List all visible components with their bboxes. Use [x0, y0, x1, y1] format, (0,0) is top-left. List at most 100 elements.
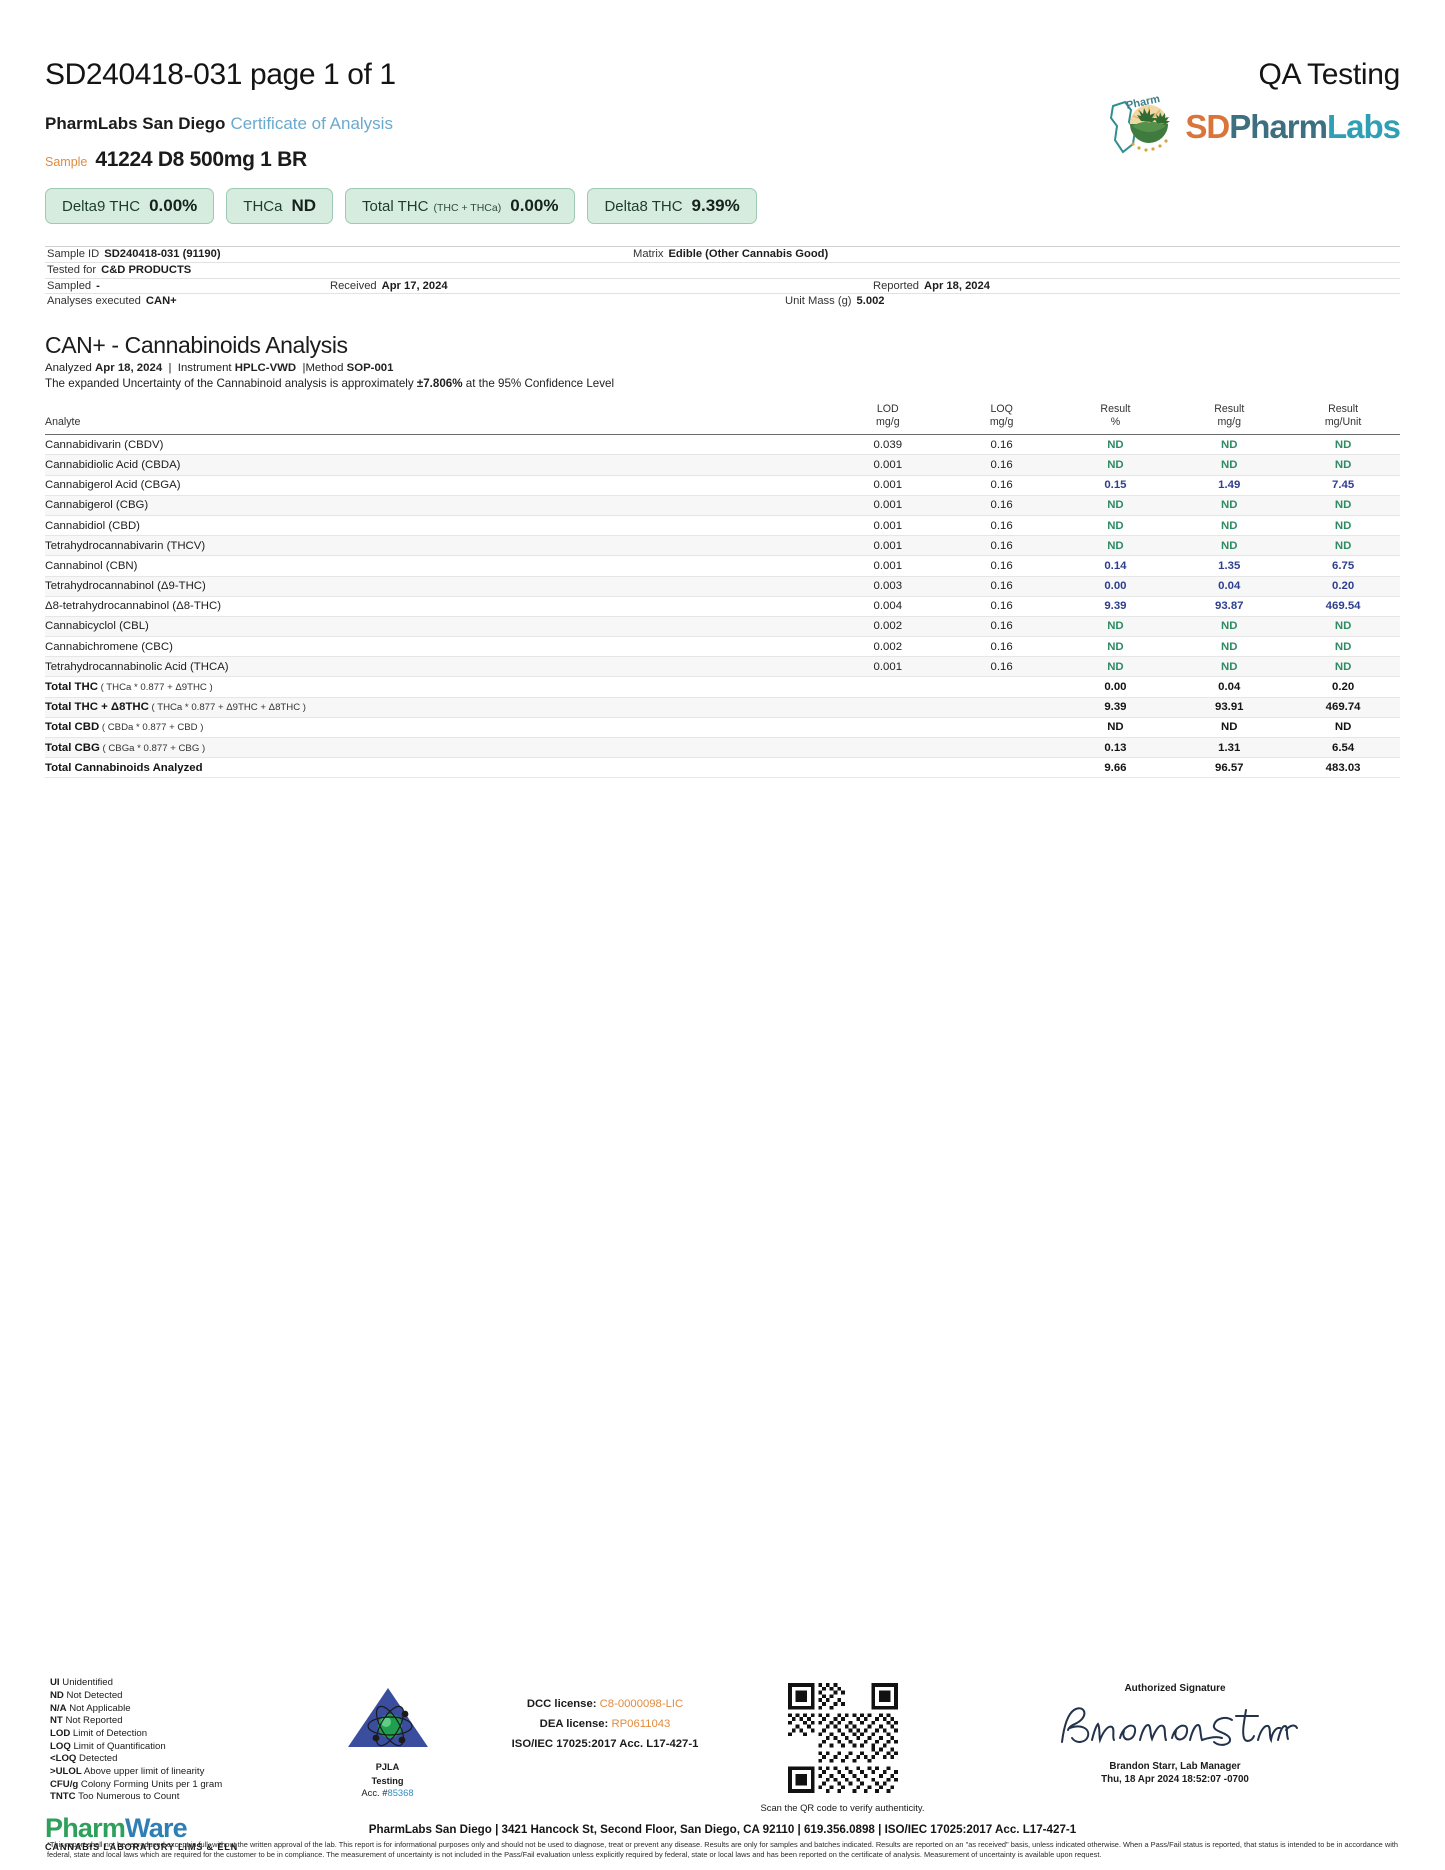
meta-row-analyses: Analyses executed CAN+ Unit Mass (g) 5.002 — [45, 294, 1400, 310]
cell-result-mgunit: 6.75 — [1286, 555, 1400, 577]
col-result-mgunit: Result mg/Unit — [1286, 400, 1400, 436]
lab-name: PharmLabs San Diego — [45, 114, 226, 133]
cell-total-label: Total CBG ( CBGa * 0.877 + CBG ) — [45, 737, 831, 759]
cell-total-loq — [944, 717, 1059, 739]
cell-total-percent: 9.66 — [1058, 757, 1173, 779]
table-total-row: Total CBG ( CBGa * 0.877 + CBG ) 0.13 1.31… — [45, 737, 1400, 759]
cell-loq: 0.16 — [944, 434, 1059, 456]
table-total-row: Total Cannabinoids Analyzed 9.66 96.57 483.… — [45, 757, 1400, 779]
table-row: Cannabidiolic Acid (CBDA) 0.001 0.16 ND ND ND — [45, 454, 1400, 476]
meta-row-sample-id: Sample ID SD240418-031 (91190) Matrix Edib… — [45, 247, 1400, 263]
reported-label: Reported — [873, 279, 920, 292]
cell-total-label: Total THC ( THCa * 0.877 + Δ9THC ) — [45, 676, 831, 698]
cell-loq: 0.16 — [944, 495, 1059, 516]
legend-item: NT Not Reported — [50, 1715, 123, 1727]
abbreviation-legend: UI Unidentified ND Not Detected N/A Not Ap… — [45, 1677, 300, 1804]
cell-result-percent: 0.00 — [1058, 576, 1173, 597]
legend-item: <LOQ Detected — [50, 1753, 118, 1765]
legend-abbr: LOQ — [50, 1740, 71, 1752]
iso-accreditation-value: ISO/IEC 17025:2017 Acc. L17-427-1 — [511, 1738, 699, 1750]
legend-item: N/A Not Applicable — [50, 1702, 131, 1714]
tested-for-value: C&D PRODUCTS — [101, 263, 192, 276]
header-left: SD240418-031 page 1 of 1 PharmLabs San D… — [45, 58, 396, 172]
cell-total-lod — [830, 737, 945, 759]
cell-analyte: Cannabidivarin (CBDV) — [45, 434, 831, 456]
uncertainty-note: The expanded Uncertainty of the Cannabin… — [45, 377, 1400, 390]
method-value: SOP-001 — [346, 362, 394, 375]
dcc-license-label: DCC license: — [526, 1698, 597, 1711]
cell-result-mgunit: 7.45 — [1286, 475, 1400, 496]
col-loq: LOQ mg/g — [944, 400, 1059, 436]
analyzed-value: Apr 18, 2024 — [95, 362, 163, 375]
analyses-label: Analyses executed — [47, 295, 141, 308]
legend-abbr: CFU/g — [50, 1778, 79, 1790]
total-name: Total CBD — [45, 721, 100, 734]
pjla-name: PJLA — [375, 1762, 400, 1773]
dea-license-line: DEA license: RP0611043 — [475, 1715, 735, 1735]
pjla-sub: Testing — [371, 1775, 404, 1786]
cell-result-mgg: ND — [1172, 495, 1287, 516]
badge-thca: THCa ND — [226, 188, 334, 224]
cell-result-mgg: ND — [1172, 636, 1287, 658]
cannabinoids-results-table: Analyte LOD mg/g LOQ mg/g Result% Result mg… — [45, 400, 1400, 779]
cell-analyte: Cannabinol (CBN) — [45, 555, 831, 577]
col-lod-title: LOD — [876, 403, 899, 416]
sampled-value: - — [96, 279, 100, 292]
total-name: Total THC + Δ8THC — [45, 701, 149, 714]
total-name: Total THC — [45, 681, 98, 694]
analysis-subline: Analyzed Apr 18, 2024 | Instrument HPLC-… — [45, 362, 394, 375]
cell-total-lod — [830, 757, 945, 779]
legend-abbr: <LOQ — [50, 1753, 77, 1765]
sample-metadata: Sample ID SD240418-031 (91190) Matrix Edib… — [45, 246, 1400, 310]
legend-item: TNTC Too Numerous to Count — [50, 1791, 180, 1803]
iso-accreditation-line: ISO/IEC 17025:2017 Acc. L17-427-1 — [475, 1735, 735, 1755]
cell-total-mgg: 0.04 — [1172, 676, 1287, 698]
col-loq-title: LOQ — [990, 403, 1013, 416]
cell-result-percent: ND — [1058, 434, 1173, 456]
cell-total-loq — [944, 697, 1059, 718]
cell-result-mgg: ND — [1172, 515, 1287, 537]
matrix-label: Matrix — [633, 248, 664, 260]
cell-loq: 0.16 — [944, 596, 1059, 617]
pharmlabs-seal-icon: Pharm — [1110, 96, 1171, 154]
cell-analyte: Tetrahydrocannabivarin (THCV) — [45, 535, 831, 557]
cell-result-mgunit: ND — [1286, 656, 1400, 678]
meta-row-sampled: Sampled - Received Apr 17, 2024 Reported Ap… — [45, 279, 1400, 295]
cell-result-percent: ND — [1058, 495, 1173, 516]
cell-lod: 0.001 — [830, 535, 945, 557]
cell-result-mgunit: ND — [1286, 434, 1400, 456]
cell-result-mgunit: ND — [1286, 495, 1400, 516]
table-row: Cannabigerol (CBG) 0.001 0.16 ND ND ND — [45, 495, 1400, 516]
table-row: Tetrahydrocannabinolic Acid (THCA) 0.001 0… — [45, 656, 1400, 678]
sample-id-value: SD240418-031 (91190) — [104, 248, 221, 260]
cell-total-loq — [944, 737, 1059, 759]
cell-total-label: Total CBD ( CBDa * 0.877 + CBD ) — [45, 717, 831, 739]
cell-loq: 0.16 — [944, 515, 1059, 537]
signature-date: Thu, 18 Apr 2024 18:52:07 -0700 — [1101, 1774, 1249, 1786]
total-formula: ( CBDa * 0.877 + CBD ) — [99, 722, 204, 734]
col-result-mgg: Result mg/g — [1172, 400, 1287, 436]
legend-abbr: ND — [50, 1690, 64, 1702]
col-result-percent: Result% — [1058, 400, 1173, 436]
table-row: Cannabidivarin (CBDV) 0.039 0.16 ND ND ND — [45, 434, 1400, 456]
cell-total-loq — [944, 757, 1059, 779]
qa-testing-title: QA Testing — [1258, 58, 1400, 91]
sdpharmlabs-logo: Pharm SDPharmLabs — [1107, 96, 1401, 158]
page-footer: UI Unidentified ND Not Detected N/A Not Ap… — [45, 1677, 1400, 1870]
legend-item: LOD Limit of Detection — [50, 1728, 148, 1740]
cell-loq: 0.16 — [944, 656, 1059, 678]
cell-analyte: Cannabidiolic Acid (CBDA) — [45, 454, 831, 476]
cell-total-mgunit: 6.54 — [1286, 737, 1400, 759]
cell-lod: 0.001 — [830, 454, 945, 476]
cell-result-mgunit: 469.54 — [1286, 596, 1400, 617]
badge-delta8-thc: Delta8 THC 9.39% — [587, 188, 757, 224]
summary-badges: Delta9 THC 0.00% THCa ND Total THC (THC … — [45, 188, 1400, 224]
legend-item: ND Not Detected — [50, 1690, 123, 1702]
cell-lod: 0.039 — [830, 434, 945, 456]
cell-result-percent: ND — [1058, 515, 1173, 537]
uncertainty-pre: The expanded Uncertainty of the Cannabin… — [45, 377, 414, 391]
legend-abbr: N/A — [50, 1702, 67, 1714]
cell-loq: 0.16 — [944, 535, 1059, 557]
cell-lod: 0.001 — [830, 515, 945, 537]
meta-row-tested-for: Tested for C&D PRODUCTS — [45, 263, 1400, 279]
